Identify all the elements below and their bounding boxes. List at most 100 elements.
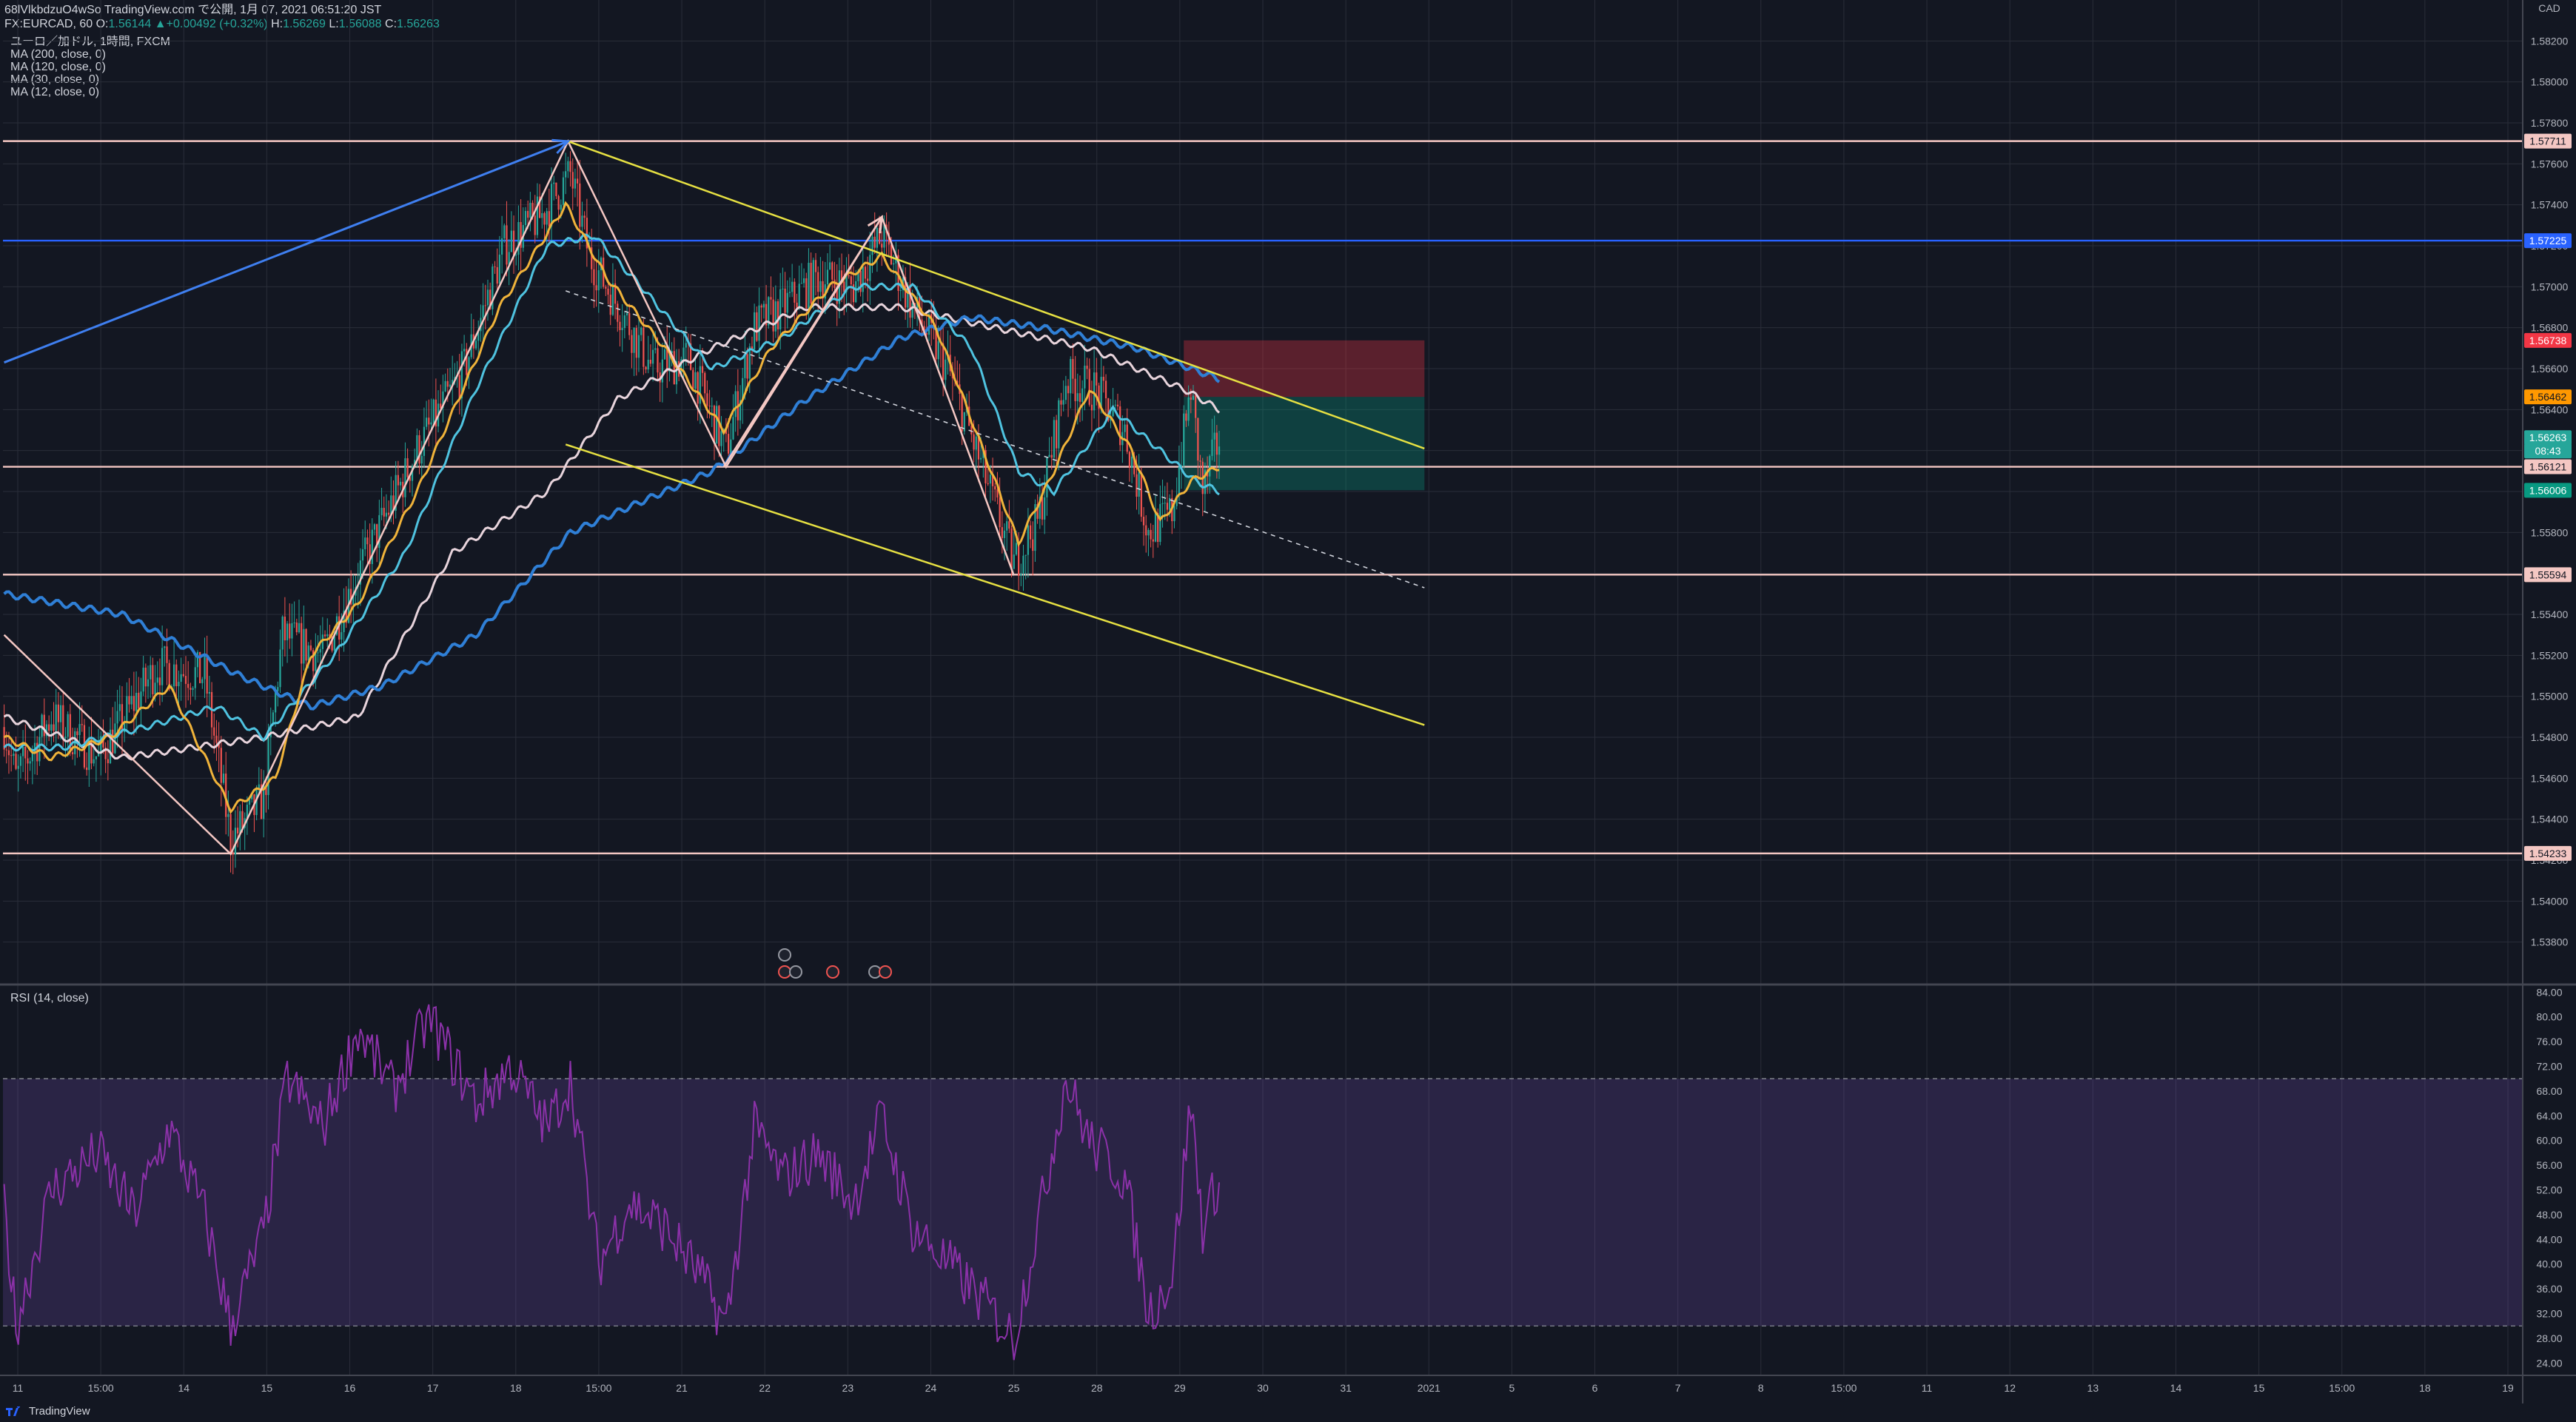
candle-body: [586, 218, 588, 249]
candle-body: [862, 266, 864, 292]
time-tick-label: 31: [1340, 1382, 1352, 1394]
candle-body: [64, 737, 67, 739]
price-badge-label: 08:43: [2535, 445, 2560, 457]
channel-lower-line[interactable]: [565, 443, 1425, 726]
blue-arrow-head-icon: [551, 138, 571, 155]
channel-mid-line[interactable]: [565, 290, 1425, 588]
candle-body: [857, 270, 859, 281]
legend-ma120[interactable]: MA (120, close, 0): [10, 61, 106, 73]
candle-body: [713, 406, 716, 444]
candle-body: [1168, 497, 1171, 510]
rsi-band: [3, 1079, 2523, 1327]
candle-body: [859, 270, 862, 292]
ma120-line[interactable]: [3, 314, 1221, 711]
candle-body: [1064, 386, 1067, 400]
candle-body: [1036, 503, 1039, 519]
candle-body: [685, 343, 687, 348]
rsi-line[interactable]: [3, 1004, 1220, 1361]
rsi-tick-label: 56.00: [2536, 1159, 2562, 1171]
rsi-tick-label: 68.00: [2536, 1085, 2562, 1097]
candle-body: [517, 221, 520, 255]
price-axis[interactable]: CAD1.538001.540001.542001.544001.546001.…: [2531, 2, 2569, 1369]
candle-body: [366, 537, 369, 545]
candle-body: [1173, 506, 1175, 522]
rsi-label[interactable]: RSI (14, close): [10, 992, 89, 1005]
candle-body: [503, 225, 506, 238]
candle-body: [1126, 424, 1128, 452]
candle-body: [13, 754, 15, 757]
price-tick-label: 1.55400: [2531, 608, 2569, 620]
rsi-tick-label: 32.00: [2536, 1308, 2562, 1320]
candle-body: [635, 327, 637, 358]
candle-body: [829, 262, 831, 270]
candle-body: [263, 785, 265, 819]
white-trend-arrow[interactable]: [722, 216, 883, 468]
event-marker-icon[interactable]: [789, 965, 802, 979]
candle-body: [498, 254, 501, 284]
candle-body: [48, 724, 50, 731]
candle-body: [411, 466, 414, 481]
candle-body: [359, 560, 361, 585]
candle-body: [303, 628, 305, 664]
ma12-line[interactable]: [3, 201, 1220, 814]
event-marker-icon[interactable]: [778, 948, 791, 962]
candle-body: [175, 664, 178, 686]
candle-body: [671, 351, 673, 354]
legend-ma200[interactable]: MA (200, close, 0): [10, 48, 106, 61]
event-marker-icon[interactable]: [826, 965, 839, 979]
candle-body: [1161, 503, 1164, 504]
price-tick-label: 1.53800: [2531, 936, 2569, 948]
candle-body: [5, 749, 7, 751]
candle-body: [371, 529, 373, 564]
candle-body: [17, 765, 19, 769]
candle-body: [454, 377, 456, 380]
candle-body: [980, 457, 982, 460]
time-tick-label: 14: [2170, 1382, 2182, 1394]
price-tick-label: 1.54600: [2531, 772, 2569, 784]
blue-trend-arrow[interactable]: [4, 140, 568, 364]
stop-loss-zone[interactable]: [1184, 340, 1425, 398]
candle-body: [779, 289, 782, 329]
candle-body: [1048, 455, 1050, 457]
candle-body: [1090, 404, 1093, 411]
ma200-line[interactable]: [3, 303, 1221, 761]
candle-body: [1081, 388, 1084, 402]
candle-body: [595, 285, 597, 291]
candle-body: [196, 651, 199, 668]
legend-title[interactable]: ユーロ／加ドル, 1時間, FXCM: [10, 36, 171, 48]
candle-body: [1104, 380, 1107, 399]
candle-body: [390, 495, 392, 515]
candle-body: [301, 623, 303, 664]
legend-ma30[interactable]: MA (30, close, 0): [10, 73, 100, 86]
candle-body: [824, 284, 826, 299]
zigzag-line[interactable]: [3, 139, 1015, 856]
candle-body: [777, 301, 779, 329]
candle-body: [93, 759, 95, 764]
time-tick-label: 23: [842, 1382, 854, 1394]
channel-upper-line[interactable]: [567, 140, 1425, 450]
time-tick-label: 29: [1174, 1382, 1186, 1394]
price-badge-label: 1.56006: [2529, 484, 2567, 496]
candle-body: [86, 767, 88, 771]
event-marker-icon[interactable]: [879, 965, 892, 979]
candle-body: [420, 455, 423, 464]
candle-body: [923, 326, 925, 333]
symbol-label[interactable]: FX:EURCAD, 60: [4, 18, 93, 30]
legend-ma12[interactable]: MA (12, close, 0): [10, 86, 100, 98]
candle-body: [385, 512, 388, 517]
candle-body: [298, 623, 301, 633]
axis-unit-label: CAD: [2538, 2, 2560, 14]
candle-body: [593, 269, 595, 286]
candle-body: [492, 266, 494, 309]
event-marker-icon[interactable]: [778, 965, 791, 979]
time-tick-label: 6: [1592, 1382, 1598, 1394]
candle-body: [663, 349, 666, 360]
candle-body: [76, 731, 78, 736]
take-profit-zone[interactable]: [1184, 397, 1425, 491]
candle-body: [840, 270, 843, 282]
time-axis[interactable]: 11 15:00 14 15 16 17 18 15:00 21 22 23 24 25 28 29 30 31…: [13, 1382, 2514, 1394]
ma30-line[interactable]: [3, 233, 1220, 752]
candle-body: [784, 288, 786, 313]
price-badge: 1.56738: [2524, 332, 2572, 348]
